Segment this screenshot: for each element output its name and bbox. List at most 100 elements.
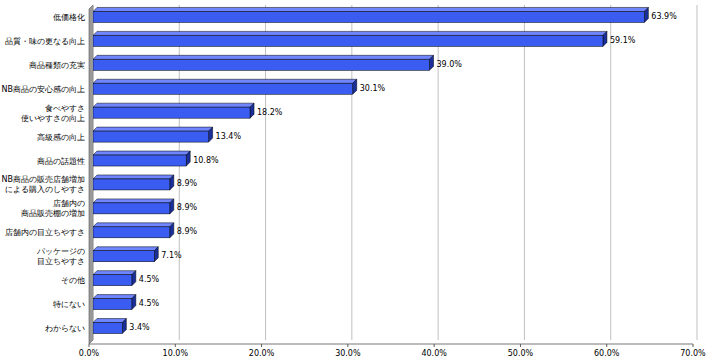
grid-line [697, 5, 698, 340]
tick-mark [347, 344, 348, 347]
category-line: わからない [45, 324, 85, 333]
data-label: 4.5% [139, 299, 160, 308]
bar [93, 271, 136, 286]
category-label: 品質・味の更なる向上 [5, 37, 85, 46]
category-line: 低価格化 [53, 13, 85, 22]
bar-side [250, 103, 254, 118]
axis-wall [89, 5, 93, 344]
bar-side [122, 319, 126, 334]
bar-front [93, 275, 132, 286]
bar-top [93, 319, 126, 323]
bar-front [93, 179, 170, 190]
bar-side [170, 223, 174, 238]
category-label: NB商品の販売店舗増加による購入のしやすさ [2, 175, 85, 194]
bar [93, 55, 434, 70]
bar [93, 199, 174, 214]
bar-top [93, 79, 357, 83]
bar-top [93, 175, 174, 179]
grid-line [93, 5, 94, 340]
bar-side [353, 79, 357, 94]
bar-side [154, 247, 158, 262]
bar-front [93, 299, 132, 310]
bar [93, 127, 213, 142]
category-line: 商品の話題性 [37, 157, 85, 166]
bar [93, 247, 158, 262]
data-label: 8.9% [177, 203, 198, 212]
bar [93, 319, 126, 334]
bar-side [170, 199, 174, 214]
category-label: パッケージの目立ちやすさ [36, 247, 85, 266]
category-label: 低価格化 [53, 13, 85, 22]
category-label: 高級感の向上 [37, 133, 85, 142]
bar-front [93, 35, 603, 46]
data-label: 8.9% [177, 227, 198, 236]
bars [93, 7, 648, 333]
grid-line [610, 5, 611, 340]
bar-front [93, 107, 250, 118]
grid-line [438, 5, 439, 340]
bar-front [93, 203, 170, 214]
bar [93, 175, 174, 190]
category-line: 使いやすさの向上 [21, 114, 85, 123]
category-line: 高級感の向上 [37, 133, 85, 142]
category-line: NB商品の安心感の向上 [2, 85, 85, 94]
bar-top [93, 295, 136, 299]
category-line: 店舗内の目立ちやすさ [5, 228, 85, 237]
data-label: 63.9% [651, 12, 677, 21]
x-axis-line [89, 344, 693, 345]
bar [93, 151, 190, 166]
bar-side [644, 7, 648, 22]
bar-side [209, 127, 213, 142]
bar-top [93, 127, 213, 131]
category-label: その他 [61, 276, 85, 285]
labels: 63.9%低価格化59.1%品質・味の更なる向上39.0%商品種類の充実30.1… [2, 12, 678, 333]
data-label: 13.4% [216, 132, 242, 141]
bar-front [93, 227, 170, 238]
bar-front [93, 59, 430, 70]
category-line: 品質・味の更なる向上 [5, 37, 85, 46]
tick-label: 50.0% [508, 349, 534, 358]
tick-mark [89, 344, 90, 347]
data-label: 39.0% [437, 60, 463, 69]
bar-side [603, 31, 607, 46]
tick-mark [261, 344, 262, 347]
tick-label: 30.0% [335, 349, 361, 358]
bar-side [186, 151, 190, 166]
bar [93, 103, 254, 118]
category-label: 商品の話題性 [37, 157, 85, 166]
data-label: 4.5% [139, 275, 160, 284]
bar-top [93, 55, 434, 59]
bar-front [93, 11, 644, 22]
tick-label: 10.0% [163, 349, 189, 358]
bar-side [132, 271, 136, 286]
category-label: わからない [45, 324, 85, 333]
category-label: NB商品の安心感の向上 [2, 85, 85, 94]
tick-label: 70.0% [680, 349, 706, 358]
bar [93, 223, 174, 238]
tick-mark [693, 344, 694, 347]
category-label: 食べやすさ使いやすさの向上 [21, 104, 85, 123]
bar-front [93, 131, 209, 142]
bar-top [93, 7, 648, 11]
category-line: 商品種類の充実 [29, 61, 85, 70]
category-line: NB商品の販売店舗増加 [2, 175, 85, 184]
tick-label: 20.0% [249, 349, 275, 358]
category-line: 店舗内の [53, 199, 85, 208]
category-label: 店舗内の目立ちやすさ [5, 228, 85, 237]
category-line: 食べやすさ [45, 104, 85, 113]
category-line: による購入のしやすさ [5, 185, 85, 194]
category-line: 目立ちやすさ [37, 257, 85, 266]
tick-mark [434, 344, 435, 347]
bar [93, 7, 648, 22]
bar-front [93, 323, 122, 334]
category-line: その他 [61, 276, 85, 285]
bar-front [93, 251, 154, 262]
chart: 0.0%10.0%20.0%30.0%40.0%50.0%60.0%70.0%6… [0, 0, 710, 360]
bar-side [132, 295, 136, 310]
tick-mark [175, 344, 176, 347]
grid-line [524, 5, 525, 340]
bar-top [93, 31, 607, 35]
bar-top [93, 247, 158, 251]
category-label: 特にない [53, 300, 85, 309]
data-label: 8.9% [177, 179, 198, 188]
